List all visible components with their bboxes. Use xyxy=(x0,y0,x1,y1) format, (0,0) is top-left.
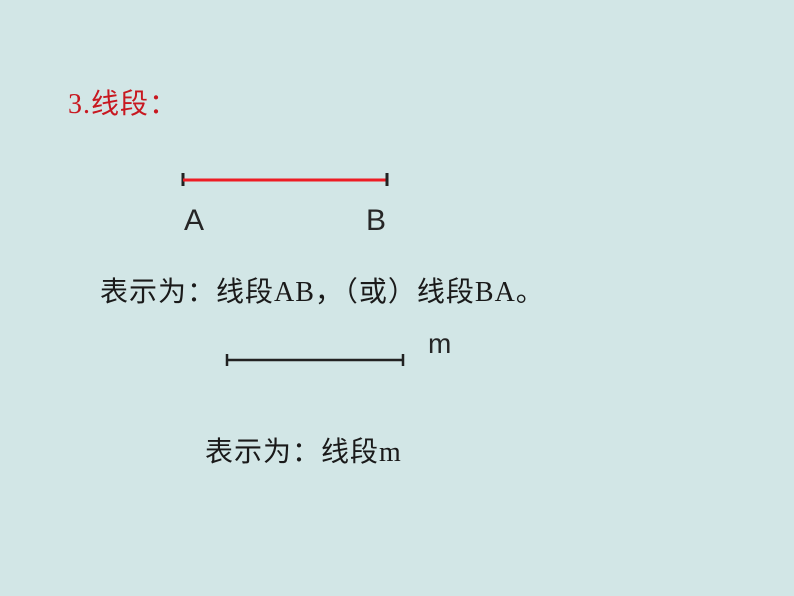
segment-m-description: 表示为：线段m xyxy=(205,430,402,470)
section-heading: 3.线段： xyxy=(68,82,178,122)
segment-ab-description: 表示为：线段AB，（或）线段BA。 xyxy=(100,270,545,310)
endpoint-label-a: A xyxy=(184,204,204,238)
segment-ab-figure xyxy=(180,170,390,190)
segment-label-m: m xyxy=(428,328,451,360)
segment-m-figure xyxy=(225,352,405,372)
segment-ab-svg xyxy=(180,170,390,190)
segment-m-svg xyxy=(225,352,405,372)
endpoint-label-b: B xyxy=(366,204,386,238)
